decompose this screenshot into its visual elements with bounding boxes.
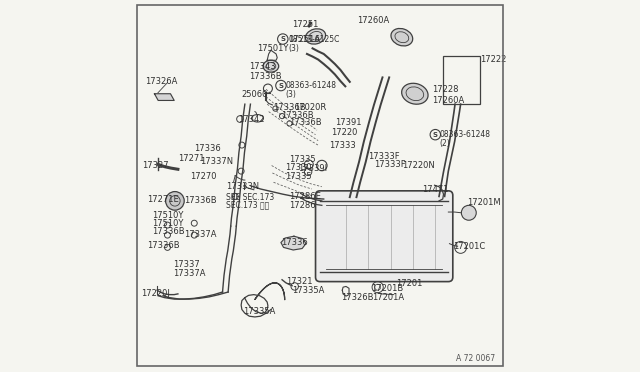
Text: (3): (3) <box>289 44 300 53</box>
Text: A 72 0067: A 72 0067 <box>456 354 495 363</box>
Text: 08513-6125C: 08513-6125C <box>289 35 340 44</box>
Ellipse shape <box>263 60 278 72</box>
Text: 17286E: 17286E <box>289 192 321 201</box>
Text: 17336B: 17336B <box>250 72 282 81</box>
Text: 17337: 17337 <box>173 260 200 269</box>
Text: 17336B: 17336B <box>281 111 314 120</box>
Text: 17326B: 17326B <box>342 293 374 302</box>
Text: 17337N: 17337N <box>200 157 234 166</box>
Text: 17337A: 17337A <box>184 230 217 239</box>
Text: (2): (2) <box>440 140 451 148</box>
Text: 17336B: 17336B <box>289 118 322 127</box>
Bar <box>443 56 480 104</box>
Text: 17222: 17222 <box>480 55 506 64</box>
Circle shape <box>461 205 476 220</box>
Text: 17201C: 17201C <box>453 242 485 251</box>
Text: 17510Y: 17510Y <box>152 219 183 228</box>
Polygon shape <box>154 94 174 100</box>
Text: 17343: 17343 <box>250 62 276 71</box>
Text: 17220: 17220 <box>331 128 358 137</box>
Text: 17251A: 17251A <box>289 35 321 44</box>
FancyBboxPatch shape <box>316 191 453 282</box>
Text: 17327: 17327 <box>142 161 169 170</box>
Text: 17333: 17333 <box>330 141 356 150</box>
Text: 17220J: 17220J <box>141 289 170 298</box>
Ellipse shape <box>305 29 326 44</box>
Text: S: S <box>433 132 438 138</box>
Text: 17333N: 17333N <box>227 182 259 190</box>
Text: 17330: 17330 <box>285 163 311 172</box>
Text: 17336B: 17336B <box>273 103 306 112</box>
Text: 17270: 17270 <box>191 172 217 181</box>
Text: SEC.173 参照: SEC.173 参照 <box>227 200 269 209</box>
Text: 17335A: 17335A <box>292 286 324 295</box>
Text: 17339I: 17339I <box>298 164 327 173</box>
Text: 17260A: 17260A <box>357 16 390 25</box>
Text: 17336B: 17336B <box>152 227 184 236</box>
Text: 17336: 17336 <box>195 144 221 153</box>
Text: 17201M: 17201M <box>467 198 500 207</box>
Text: 17321: 17321 <box>286 278 312 286</box>
Text: 17510Y: 17510Y <box>152 211 183 220</box>
Text: S: S <box>278 83 284 89</box>
Text: 17201A: 17201A <box>372 293 404 302</box>
Text: SEE SEC.173: SEE SEC.173 <box>227 193 275 202</box>
Text: 17335: 17335 <box>285 172 311 181</box>
Text: 17336B: 17336B <box>184 196 217 205</box>
Text: 17335: 17335 <box>289 155 316 164</box>
Text: 17271E: 17271E <box>147 195 179 203</box>
Text: 17286: 17286 <box>289 201 316 210</box>
Text: 17201B: 17201B <box>371 284 404 293</box>
Text: (3): (3) <box>286 90 297 99</box>
Circle shape <box>166 192 184 210</box>
Text: 17471: 17471 <box>422 185 449 194</box>
Text: 17020R: 17020R <box>294 103 326 112</box>
Text: 17260A: 17260A <box>431 96 464 105</box>
Ellipse shape <box>402 83 428 104</box>
Text: 17251: 17251 <box>292 20 319 29</box>
Text: 17271: 17271 <box>178 154 204 163</box>
Text: 17336: 17336 <box>281 238 308 247</box>
Text: 17220N: 17220N <box>402 161 435 170</box>
Text: 17333F: 17333F <box>369 152 400 161</box>
Text: 17501Y: 17501Y <box>257 44 288 53</box>
Text: 17391: 17391 <box>335 118 362 127</box>
Text: 25060: 25060 <box>242 90 268 99</box>
Text: 17335A: 17335A <box>243 307 275 316</box>
Text: 08363-61248: 08363-61248 <box>286 81 337 90</box>
Text: 17336B: 17336B <box>147 241 180 250</box>
Text: 17228: 17228 <box>431 85 458 94</box>
Text: 17342: 17342 <box>238 115 265 124</box>
Text: 08363-61248: 08363-61248 <box>440 130 491 139</box>
Text: 17337A: 17337A <box>173 269 205 278</box>
Polygon shape <box>281 236 306 250</box>
Text: 17201: 17201 <box>396 279 422 288</box>
Ellipse shape <box>391 28 413 46</box>
Text: 17333F: 17333F <box>374 160 406 169</box>
Text: S: S <box>280 36 285 42</box>
Text: 17326A: 17326A <box>145 77 177 86</box>
